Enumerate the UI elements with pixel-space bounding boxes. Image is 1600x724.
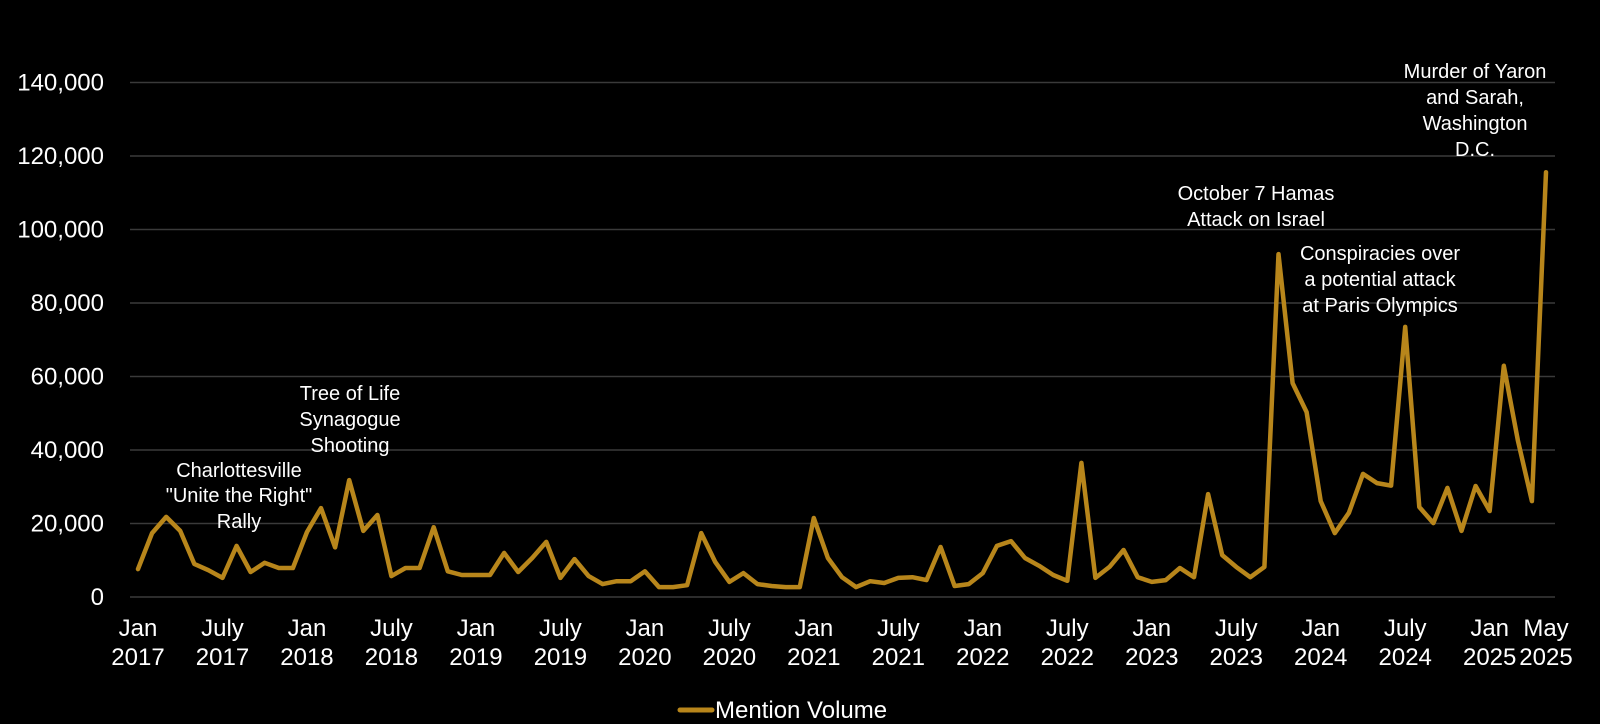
annotation-charlottesville: Charlottesville "Unite the Right" Rally [166, 460, 313, 533]
x-tick-label: 2020 [703, 644, 756, 671]
annotation-text: October 7 Hamas [1178, 183, 1335, 205]
x-tick-label: Jan [288, 615, 327, 642]
annotation-yaron-sarah: Murder of Yaron and Sarah, Washington D.C. [1404, 61, 1547, 161]
x-tick-label: July [539, 615, 582, 642]
annotation-text: D.C. [1455, 139, 1495, 161]
x-tick-label: Jan [119, 615, 158, 642]
annotation-october-7: October 7 Hamas Attack on Israel [1178, 183, 1335, 231]
y-tick-label: 60,000 [31, 364, 104, 391]
annotation-text: at Paris Olympics [1302, 295, 1458, 317]
x-tick-label: July [877, 615, 920, 642]
x-tick-label: 2017 [196, 644, 249, 671]
gridlines [130, 81, 1555, 598]
annotation-text: Washington [1423, 113, 1528, 135]
x-tick-label: July [370, 615, 413, 642]
x-tick-label: 2021 [787, 644, 840, 671]
x-tick-label: 2021 [872, 644, 925, 671]
x-tick-label: 2025 [1519, 644, 1572, 671]
x-tick-label: July [1046, 615, 1089, 642]
annotation-text: Synagogue [299, 409, 400, 431]
x-tick-label: 2025 [1463, 644, 1516, 671]
x-tick-label: 2020 [618, 644, 671, 671]
annotation-text: a potential attack [1304, 269, 1456, 291]
x-tick-label: July [201, 615, 244, 642]
x-tick-label: 2018 [365, 644, 418, 671]
x-axis-labels: Jan2017July2017Jan2018July2018Jan2019Jul… [111, 615, 1572, 671]
x-tick-label: 2024 [1294, 644, 1347, 671]
annotation-text: Charlottesville [176, 460, 302, 482]
y-tick-label: 20,000 [31, 511, 104, 538]
x-tick-label: 2017 [111, 644, 164, 671]
x-tick-label: 2019 [534, 644, 587, 671]
legend-label: Mention Volume [715, 697, 887, 724]
x-tick-label: 2023 [1125, 644, 1178, 671]
annotation-text: Shooting [311, 435, 390, 457]
event-annotations: Charlottesville "Unite the Right" Rally Tre… [166, 61, 1547, 533]
annotation-text: and Sarah, [1426, 87, 1524, 109]
x-tick-label: 2022 [956, 644, 1009, 671]
annotation-text: Attack on Israel [1187, 209, 1325, 231]
y-tick-label: 140,000 [17, 70, 104, 97]
x-tick-label: 2018 [280, 644, 333, 671]
x-tick-label: 2023 [1210, 644, 1263, 671]
x-tick-label: Jan [1470, 615, 1509, 642]
x-tick-label: May [1523, 615, 1568, 642]
annotation-text: Tree of Life [300, 383, 400, 405]
annotation-paris-olympics: Conspiracies over a potential attack at Pa… [1300, 243, 1460, 317]
y-tick-label: 80,000 [31, 290, 104, 317]
annotation-text: Rally [217, 511, 261, 533]
mention-volume-line [135, 169, 1549, 590]
x-tick-label: July [708, 615, 751, 642]
x-tick-label: Jan [457, 615, 496, 642]
annotation-text: Murder of Yaron [1404, 61, 1547, 83]
x-tick-label: July [1384, 615, 1427, 642]
x-tick-label: 2024 [1379, 644, 1432, 671]
annotation-text: Conspiracies over [1300, 243, 1460, 265]
x-tick-label: Jan [1301, 615, 1340, 642]
x-tick-label: Jan [626, 615, 665, 642]
y-axis-labels: 0 20,000 40,000 60,000 80,000 100,000 120,000 1… [17, 70, 104, 612]
y-tick-label: 40,000 [31, 437, 104, 464]
y-tick-label: 100,000 [17, 217, 104, 244]
x-tick-label: 2019 [449, 644, 502, 671]
x-tick-label: Jan [794, 615, 833, 642]
x-tick-label: 2022 [1041, 644, 1094, 671]
annotation-tree-of-life: Tree of Life Synagogue Shooting [299, 383, 400, 457]
x-tick-label: Jan [963, 615, 1002, 642]
annotation-text: "Unite the Right" [166, 485, 313, 507]
y-tick-label: 0 [91, 584, 104, 611]
legend: Mention Volume [677, 697, 887, 724]
x-tick-label: July [1215, 615, 1258, 642]
y-tick-label: 120,000 [17, 143, 104, 170]
x-tick-label: Jan [1132, 615, 1171, 642]
